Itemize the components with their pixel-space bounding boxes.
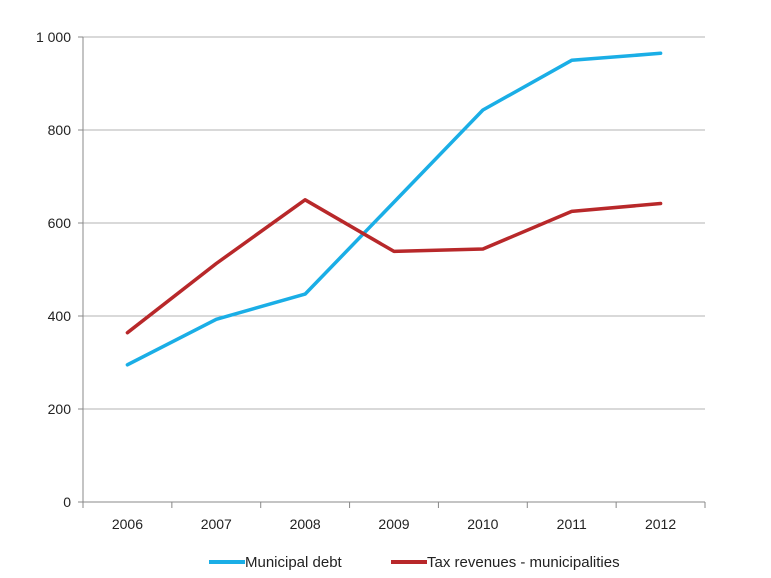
y-tick-label: 0 — [63, 494, 71, 510]
y-tick-label: 800 — [48, 122, 72, 138]
x-tick-label: 2009 — [378, 516, 409, 532]
x-tick-label: 2011 — [557, 516, 587, 532]
x-axis-tick-labels: 2006 2007 2008 2009 2010 2011 2012 — [112, 516, 677, 532]
legend-label: Tax revenues - municipalities — [427, 554, 620, 571]
legend-label: Municipal debt — [245, 554, 343, 571]
y-axis-tick-labels: 0 200 400 600 800 1 000 — [36, 29, 71, 510]
x-tick-label: 2012 — [645, 516, 676, 532]
x-tick-label: 2007 — [201, 516, 232, 532]
series-line-1 — [125, 198, 663, 335]
gridlines — [83, 36, 705, 410]
y-tick-label: 400 — [48, 308, 72, 324]
legend: Municipal debt Tax revenues - municipalit… — [209, 554, 620, 571]
x-tick-label: 2006 — [112, 516, 143, 532]
series-line-0 — [125, 51, 663, 367]
series-lines — [125, 51, 663, 367]
y-tick-label: 600 — [48, 215, 72, 231]
y-tick-label: 200 — [48, 401, 72, 417]
x-tick-label: 2010 — [467, 516, 498, 532]
y-tick-label: 1 000 — [36, 29, 71, 45]
x-tick-label: 2008 — [290, 516, 321, 532]
axes — [78, 36, 706, 508]
